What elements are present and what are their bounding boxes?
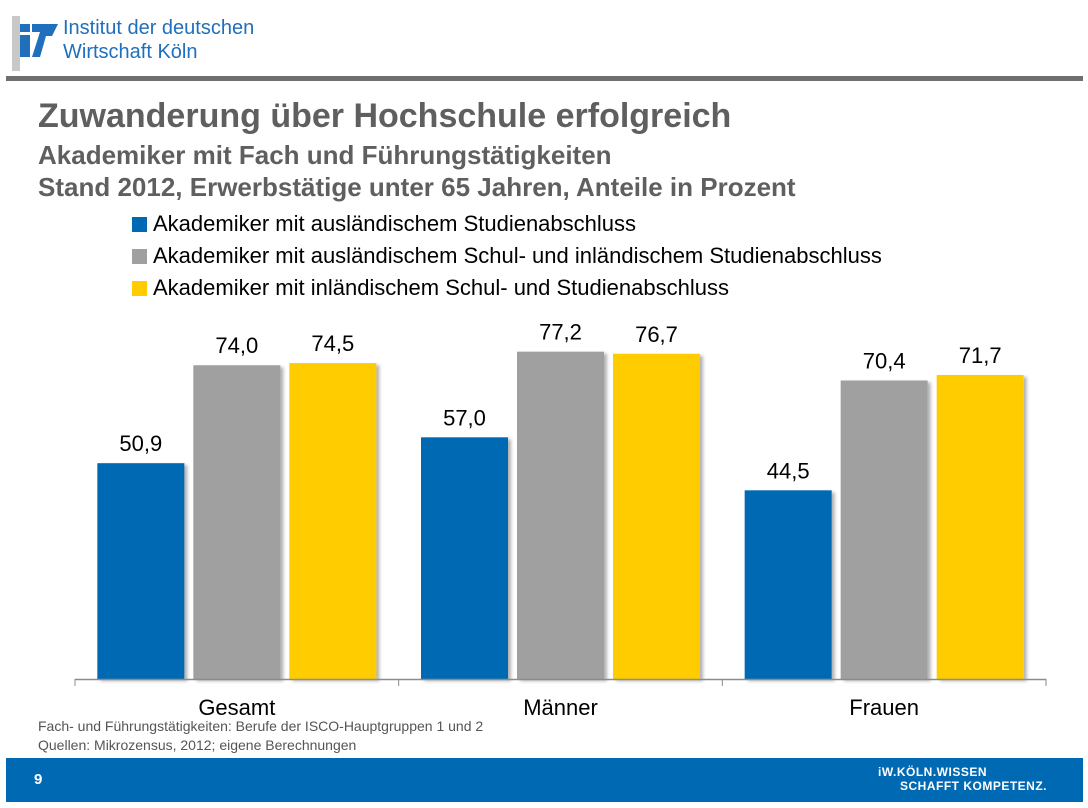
legend-swatch-2 [132, 248, 147, 264]
bar-männer-series-3 [613, 353, 700, 679]
bar-gesamt-series-3 [289, 363, 377, 679]
logo-text: Institut der deutschen Wirtschaft Köln [63, 16, 254, 64]
x-tick-label: Gesamt [198, 695, 275, 720]
legend-item-1: Akademiker mit ausländischem Studienabsc… [132, 208, 882, 240]
bar-männer-series-2 [517, 351, 604, 679]
logo-line-2: Wirtschaft Köln [63, 41, 198, 63]
logo-line-1: Institut der deutschen [63, 17, 255, 39]
bar-männer-series-1 [421, 437, 508, 679]
x-tick-label: Männer [523, 695, 598, 720]
bar-gesamt-series-2 [193, 365, 281, 679]
subtitle-2: Stand 2012, Erwerbstätige unter 65 Jahre… [38, 172, 796, 202]
footnote-definition: Fach- und Führungstätigkeiten: Berufe de… [38, 718, 484, 734]
logo: Institut der deutschen Wirtschaft Köln [6, 6, 306, 71]
x-tick-label: Frauen [849, 695, 919, 720]
bar-frauen-series-1 [744, 490, 832, 679]
data-label: 71,7 [959, 343, 1002, 368]
page-number: 9 [34, 771, 43, 788]
footnote-sources: Quellen: Mikrozensus, 2012; eigene Berec… [38, 737, 357, 753]
bar-gesamt-series-1 [97, 463, 185, 679]
footer-claim: iW.KÖLN.WISSEN SCHAFFT KOMPETENZ. [878, 765, 1047, 793]
bar-frauen-series-2 [840, 380, 928, 679]
logo-accent-bar [12, 16, 20, 71]
legend-item-2: Akademiker mit ausländischem Schul- und … [132, 240, 882, 272]
iw-logo-icon [20, 24, 58, 57]
data-label: 76,7 [635, 322, 678, 347]
claim-line-1: iW.KÖLN.WISSEN [878, 765, 987, 779]
legend-label-1: Akademiker mit ausländischem Studienabsc… [153, 211, 637, 236]
data-label: 74,5 [311, 331, 354, 356]
chart-legend: Akademiker mit ausländischem Studienabsc… [132, 208, 882, 304]
legend-swatch-1 [132, 216, 147, 232]
data-label: 74,0 [215, 333, 258, 358]
subtitle-1: Akademiker mit Fach und Führungstätigkei… [38, 140, 612, 170]
data-label: 57,0 [443, 405, 486, 430]
data-label: 50,9 [119, 431, 162, 456]
header-divider [6, 76, 1083, 81]
legend-item-3: Akademiker mit inländischem Schul- und S… [132, 272, 882, 304]
legend-swatch-3 [132, 280, 147, 296]
page-title: Zuwanderung über Hochschule erfolgreich [38, 97, 732, 135]
legend-label-2: Akademiker mit ausländischem Schul- und … [153, 243, 882, 268]
claim-line-2: SCHAFFT KOMPETENZ. [900, 779, 1047, 793]
footer-bar: 9 iW.KÖLN.WISSEN SCHAFFT KOMPETENZ. [6, 758, 1083, 802]
data-label: 44,5 [767, 458, 810, 483]
data-label: 70,4 [863, 349, 906, 374]
legend-label-3: Akademiker mit inländischem Schul- und S… [153, 275, 729, 300]
bar-frauen-series-3 [936, 374, 1024, 679]
data-label: 77,2 [539, 320, 582, 345]
